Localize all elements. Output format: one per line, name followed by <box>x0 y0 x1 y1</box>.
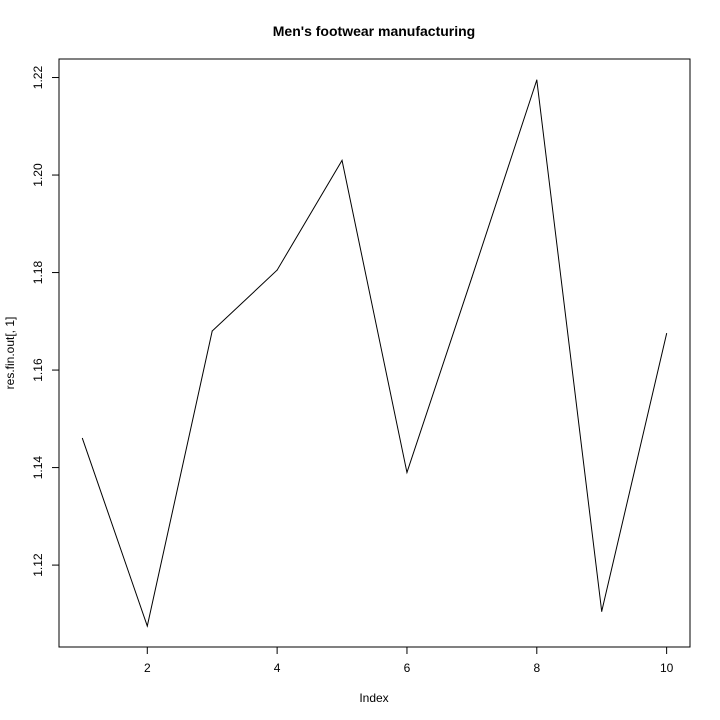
series-line <box>81 79 668 628</box>
data-point <box>666 332 668 334</box>
y-tick-label: 1.20 <box>31 163 45 187</box>
data-point <box>211 330 213 332</box>
data-point <box>81 437 83 439</box>
x-tick-label: 2 <box>144 661 151 675</box>
y-tick-label: 1.14 <box>31 456 45 480</box>
x-axis: 2 4 6 8 10 <box>144 646 674 675</box>
x-tick-label: 10 <box>660 661 674 675</box>
data-point <box>341 159 343 161</box>
x-tick-label: 4 <box>274 661 281 675</box>
y-tick-label: 1.22 <box>31 66 45 90</box>
data-point <box>276 269 278 271</box>
data-point <box>601 610 603 612</box>
x-tick-label: 6 <box>404 661 411 675</box>
data-point <box>146 625 148 627</box>
x-axis-label: Index <box>359 691 388 705</box>
data-point <box>536 79 538 81</box>
y-axis: 1.12 1.14 1.16 1.18 1.20 1.22 <box>31 66 60 577</box>
y-axis-label: res.fin.out[, 1] <box>3 317 17 390</box>
chart-title: Men's footwear manufacturing <box>273 23 475 39</box>
data-point <box>406 471 408 473</box>
y-tick-label: 1.12 <box>31 553 45 577</box>
x-tick-label: 8 <box>533 661 540 675</box>
y-tick-label: 1.18 <box>31 261 45 285</box>
data-point <box>471 276 473 278</box>
y-tick-label: 1.16 <box>31 358 45 382</box>
